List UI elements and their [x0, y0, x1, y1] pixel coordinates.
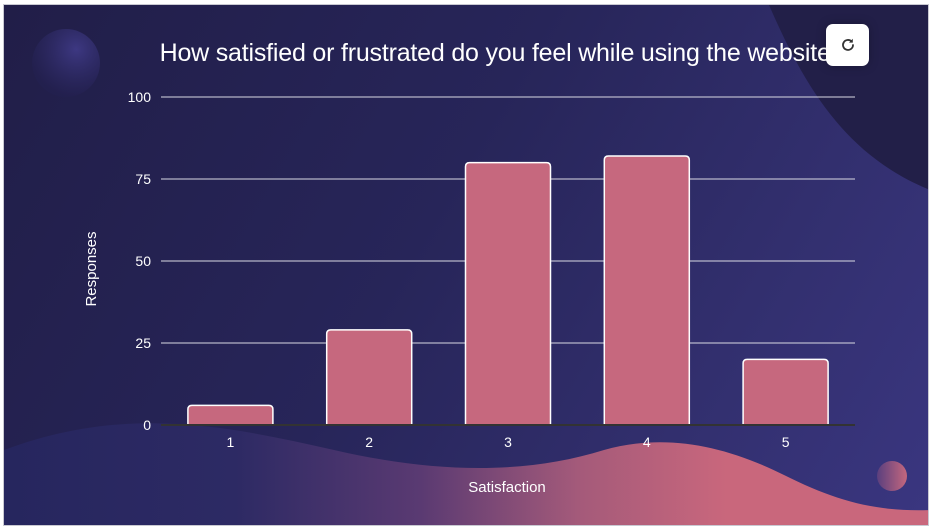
- decor-circle: [32, 29, 100, 97]
- bar-2[interactable]: [325, 329, 413, 425]
- chart-card: How satisfied or frustrated do you feel …: [3, 4, 929, 526]
- refresh-button[interactable]: [826, 24, 869, 66]
- x-tick-label: 1: [227, 434, 235, 450]
- background-decoration: [4, 5, 928, 525]
- bar-1[interactable]: [187, 404, 274, 425]
- bars: [187, 155, 829, 425]
- x-tick-label: 4: [643, 434, 651, 450]
- bar-4[interactable]: [603, 155, 691, 425]
- x-axis-ticks: 1 2 3 4 5: [227, 434, 790, 450]
- y-axis-ticks: 0 25 50 75 100: [128, 89, 152, 433]
- x-tick-label: 3: [504, 434, 512, 450]
- y-tick-label: 50: [135, 253, 151, 269]
- x-tick-label: 2: [365, 434, 373, 450]
- y-tick-label: 0: [143, 417, 151, 433]
- y-tick-label: 25: [135, 335, 151, 351]
- bar-5[interactable]: [742, 358, 829, 425]
- y-axis-title: Responses: [83, 231, 100, 306]
- y-tick-label: 75: [135, 171, 151, 187]
- bottom-wave: [4, 423, 928, 525]
- chart-title: How satisfied or frustrated do you feel …: [159, 39, 845, 67]
- refresh-icon: [841, 38, 854, 51]
- x-axis-title: Satisfaction: [468, 479, 546, 496]
- x-tick-label: 5: [782, 434, 790, 450]
- bar-chart: 0 25 50 75 100 1 2 3 4 5 Responses Satisfaction: [83, 89, 855, 496]
- y-tick-label: 100: [128, 89, 152, 105]
- decor-ball: [877, 461, 907, 491]
- bar-3[interactable]: [464, 161, 552, 425]
